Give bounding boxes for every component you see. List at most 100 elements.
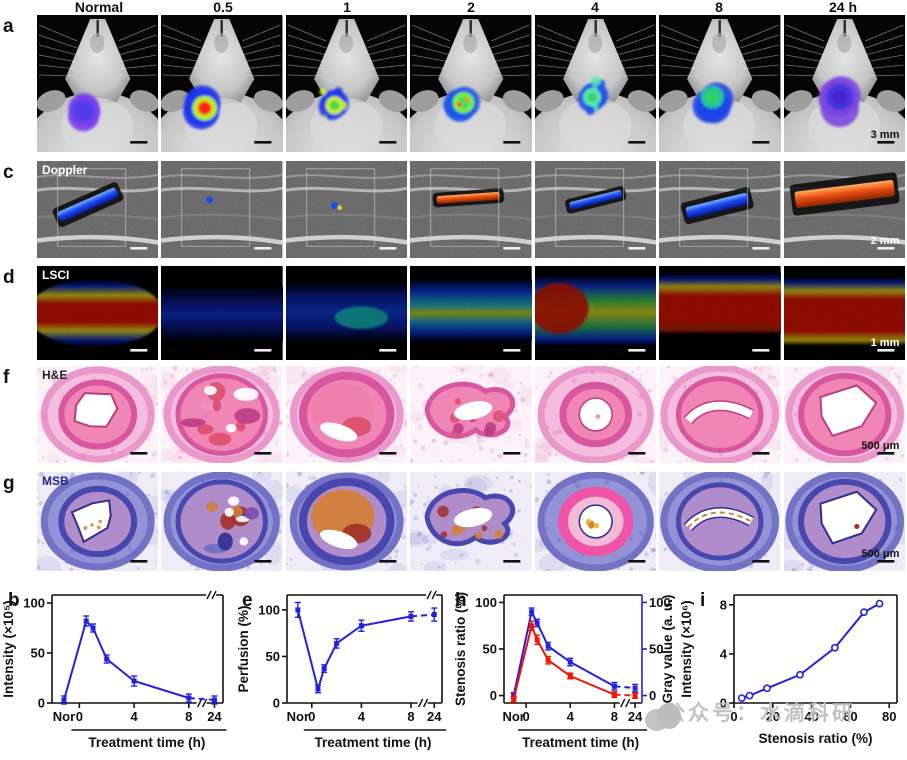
scale-bar [876, 452, 894, 455]
panel-letter-b: b [8, 590, 20, 611]
modality-label-c: Doppler [42, 163, 88, 177]
panel-letter-f: f [3, 367, 10, 388]
scale-bar [503, 349, 521, 352]
scale-bar [379, 247, 397, 250]
svg-text:0: 0 [649, 688, 656, 703]
panel-f-3 [285, 366, 408, 463]
c-panel-image-4 [410, 161, 532, 258]
panel-letter-h: h [455, 590, 467, 611]
d-panel-image-5 [534, 266, 657, 360]
scale-bar [254, 560, 272, 563]
svg-text:Nor: Nor [287, 709, 309, 724]
scale-bar [379, 349, 397, 352]
scale-bar [503, 141, 521, 144]
svg-text:Treatment time (h): Treatment time (h) [315, 735, 432, 750]
d-panel-image-4 [410, 266, 532, 360]
svg-text:Treatment time (h): Treatment time (h) [88, 735, 205, 750]
c-panel-image-6 [659, 161, 781, 258]
scale-bar [379, 452, 397, 455]
svg-text:Intensity (×10⁶): Intensity (×10⁶) [679, 600, 694, 697]
panel-f-6 [659, 366, 781, 463]
doppler-flow [681, 187, 754, 225]
modality-label-f: H&E [42, 368, 68, 382]
scale-bar [628, 349, 646, 352]
roi-box [181, 168, 251, 247]
a-panel-image-2 [161, 15, 283, 152]
scale-bar [379, 141, 397, 144]
svg-text:100: 100 [475, 595, 497, 610]
scale-bar [752, 560, 770, 563]
c-panel-image-5 [534, 161, 657, 258]
panel-d-5 [534, 266, 657, 360]
svg-text:100: 100 [258, 602, 280, 617]
svg-text:Nor: Nor [502, 709, 524, 724]
panel-g-3 [285, 472, 408, 571]
scale-bar [503, 247, 521, 250]
a-panel-image-1 [37, 15, 159, 152]
scale-bar [130, 560, 148, 563]
svg-text:100: 100 [23, 596, 45, 611]
svg-text:0: 0 [720, 696, 727, 711]
panel-g-4 [410, 472, 532, 571]
g-panel-image-4 [410, 472, 532, 571]
svg-text:4: 4 [720, 646, 728, 661]
scale-bar [628, 141, 646, 144]
panel-d-4 [410, 266, 532, 360]
row-c: c Doppler 2 mm [0, 161, 907, 258]
row-f-panels: H&E 500 μm [37, 366, 905, 463]
f-panel-image-3 [285, 366, 408, 463]
row-a-panels: 3 mm [37, 15, 905, 152]
fluorescence-blob [318, 87, 349, 121]
svg-text:24: 24 [427, 709, 442, 724]
g-panel-image-3 [285, 472, 408, 571]
panel-g-2 [161, 472, 283, 571]
scale-bar [876, 560, 894, 563]
fluorescence-blob [577, 76, 609, 116]
scale-bar [752, 349, 770, 352]
panel-c-1: Doppler [37, 161, 159, 258]
roi-box [57, 168, 127, 247]
panel-g-5 [534, 472, 657, 571]
panel-a-5 [534, 15, 657, 152]
doppler-flow [52, 182, 124, 228]
svg-text:Nor: Nor [53, 709, 75, 724]
f-panel-image-1 [37, 366, 159, 463]
row-d: d LSCI 1 mm [0, 266, 907, 360]
panel-f-4 [410, 366, 532, 463]
scale-bar [628, 560, 646, 563]
row-c-panels: Doppler 2 mm [37, 161, 905, 258]
a-panel-image-7: 3 mm [783, 15, 905, 152]
d-panel-image-1 [37, 266, 159, 360]
row-a: a 3 mm [0, 15, 907, 152]
panel-a-7: 3 mm [783, 15, 905, 152]
scale-bar [628, 247, 646, 250]
panel-g-1: MSB [37, 472, 159, 571]
scale-bar-label: 2 mm [870, 235, 899, 247]
svg-text:60: 60 [843, 709, 857, 724]
g-panel-image-7: 500 μm [783, 472, 905, 571]
fluorescence-blob [67, 93, 101, 132]
scale-bar [254, 247, 272, 250]
scale-bar [379, 560, 397, 563]
c-panel-image-7: 2 mm [783, 161, 905, 258]
panel-d-6 [659, 266, 781, 360]
scale-bar [876, 349, 894, 352]
row-d-panels: LSCI 1 mm [37, 266, 905, 360]
panel-letter-a: a [3, 16, 14, 37]
c-panel-image-2 [161, 161, 283, 258]
time-label-7: 24 h [828, 0, 857, 15]
f-panel-image-7: 500 μm [783, 366, 905, 463]
scale-bar [254, 452, 272, 455]
svg-text:50: 50 [31, 646, 45, 661]
svg-text:20: 20 [766, 709, 780, 724]
panel-f-7: 500 μm [783, 366, 905, 463]
panel-c-7: 2 mm [783, 161, 905, 258]
row-g: g MSB 500 μm [0, 472, 907, 571]
svg-text:24: 24 [207, 709, 222, 724]
svg-text:Perfusion (%): Perfusion (%) [236, 605, 251, 692]
chart-i: i 0 4 8 0 20 40 60 80 Stenosis ratio (%) Intensity… [678, 583, 907, 760]
doppler-flow [564, 186, 627, 214]
